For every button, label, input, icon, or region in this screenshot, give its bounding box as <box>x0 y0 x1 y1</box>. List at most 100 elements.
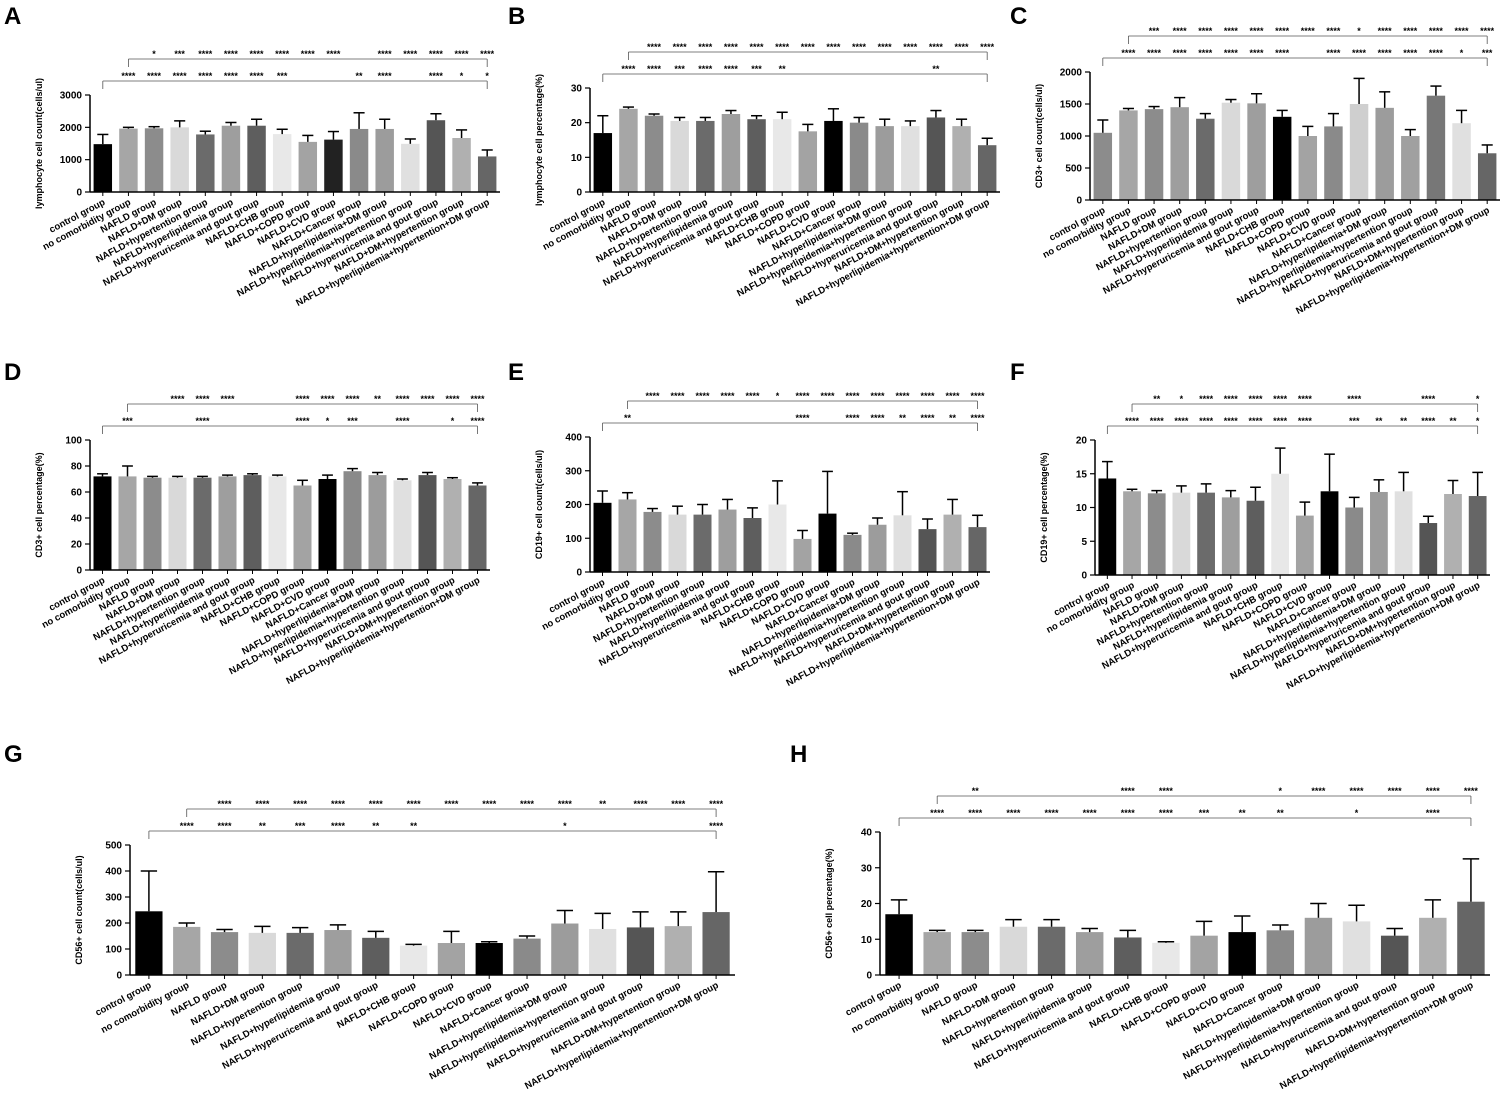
bar <box>437 943 466 975</box>
significance-stars: *** <box>347 416 358 426</box>
significance-stars: ** <box>356 71 364 81</box>
significance-stars: *** <box>277 71 288 81</box>
y-axis-label: CD56+ cell count(cells/ul) <box>74 855 84 964</box>
significance-stars: **** <box>480 49 495 59</box>
significance-stars: ** <box>599 799 607 809</box>
significance-stars: **** <box>709 821 724 831</box>
bar <box>849 122 869 192</box>
bar <box>268 476 287 570</box>
significance-stars: * <box>776 391 780 401</box>
significance-stars: **** <box>1480 26 1495 36</box>
significance-stars: **** <box>1224 394 1239 404</box>
bar <box>1197 492 1215 575</box>
bar <box>1375 107 1394 200</box>
significance-stars: **** <box>1455 26 1470 36</box>
bar <box>968 527 987 572</box>
y-tick-label: 40 <box>71 514 83 525</box>
significance-stars: **** <box>173 71 188 81</box>
significance-stars: **** <box>558 799 573 809</box>
significance-stars: **** <box>647 42 662 52</box>
y-tick-label: 300 <box>105 893 122 904</box>
significance-stars: **** <box>920 391 935 401</box>
y-tick-label: 40 <box>861 828 873 839</box>
panel-letter: H <box>790 741 807 768</box>
bar <box>551 923 579 975</box>
y-tick-label: 20 <box>571 118 583 129</box>
bar <box>747 119 766 192</box>
bar <box>1457 901 1485 975</box>
bar <box>1349 104 1369 200</box>
significance-stars: ** <box>624 413 632 423</box>
bar <box>1246 500 1265 575</box>
bar <box>1419 917 1447 975</box>
significance-stars: **** <box>698 64 713 74</box>
significance-stars: * <box>1476 394 1480 404</box>
significance-stars: **** <box>455 49 470 59</box>
bar <box>272 134 292 192</box>
significance-stars: **** <box>1198 26 1213 36</box>
y-tick-label: 100 <box>65 436 82 447</box>
bar <box>368 475 387 570</box>
bar <box>743 518 762 572</box>
significance-stars: **** <box>331 821 346 831</box>
significance-stars: **** <box>407 799 422 809</box>
bar <box>143 477 162 570</box>
y-tick-label: 1000 <box>1060 132 1083 143</box>
panel-letter: E <box>508 359 524 386</box>
significance-stars: ** <box>932 64 940 74</box>
bar <box>218 476 237 570</box>
significance-stars: **** <box>1378 48 1393 58</box>
bar <box>793 538 812 572</box>
bar <box>1345 507 1364 575</box>
significance-stars: **** <box>1275 26 1290 36</box>
bar <box>1119 110 1138 200</box>
y-axis-label: lymphocyte cell count(cells/ul) <box>34 78 44 209</box>
bar <box>1114 937 1142 975</box>
significance-stars: ** <box>372 821 380 831</box>
bar <box>1468 496 1487 575</box>
significance-stars: **** <box>429 71 444 81</box>
significance-stars: **** <box>1347 394 1362 404</box>
significance-stars: *** <box>1482 48 1493 58</box>
significance-stars: **** <box>224 71 239 81</box>
significance-stars: **** <box>520 799 535 809</box>
bar <box>1419 523 1438 575</box>
bar <box>393 480 412 570</box>
bar <box>926 117 946 192</box>
bar <box>324 139 343 192</box>
y-tick-label: 500 <box>1065 164 1082 175</box>
significance-stars: **** <box>1273 416 1288 426</box>
y-axis-label: CD3+ cell percentage(%) <box>34 452 44 557</box>
bar <box>362 937 390 975</box>
bar <box>961 932 990 975</box>
significance-stars: **** <box>970 413 985 423</box>
significance-stars: **** <box>293 799 308 809</box>
significance-stars: **** <box>1298 394 1313 404</box>
significance-stars: **** <box>870 413 885 423</box>
significance-stars: ** <box>1449 416 1457 426</box>
significance-stars: * <box>1357 26 1361 36</box>
bar <box>210 932 239 975</box>
y-tick-label: 300 <box>565 466 582 477</box>
significance-stars: **** <box>673 42 688 52</box>
bar <box>293 485 312 570</box>
significance-stars: *** <box>1349 416 1360 426</box>
bar <box>1147 493 1166 575</box>
bar <box>901 126 920 192</box>
significance-stars: **** <box>1174 416 1189 426</box>
y-tick-label: 1500 <box>1060 100 1083 111</box>
significance-stars: **** <box>220 394 235 404</box>
significance-stars: **** <box>420 394 435 404</box>
y-tick-label: 15 <box>1076 469 1088 480</box>
significance-stars: * <box>1279 786 1283 796</box>
significance-stars: **** <box>121 71 136 81</box>
y-tick-label: 0 <box>576 568 582 579</box>
bar <box>893 515 912 572</box>
significance-stars: **** <box>444 799 459 809</box>
bar <box>668 514 687 572</box>
significance-stars: **** <box>395 394 410 404</box>
significance-stars: **** <box>403 49 418 59</box>
significance-stars: **** <box>845 391 860 401</box>
significance-stars: **** <box>445 394 460 404</box>
bar <box>399 945 428 975</box>
